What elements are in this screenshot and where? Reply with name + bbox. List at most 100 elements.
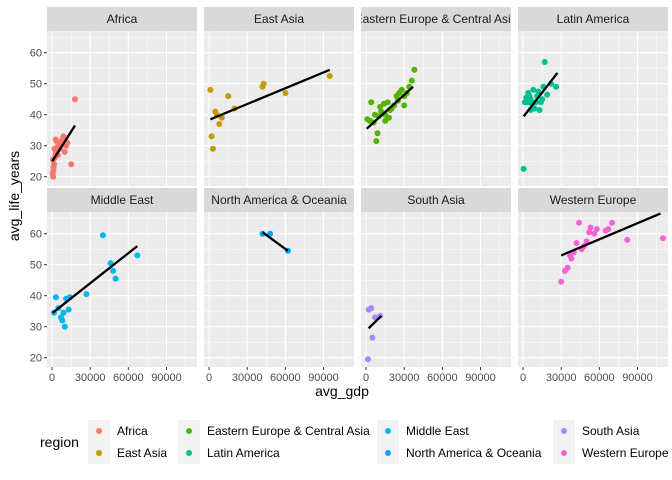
trend-line-western-europe — [560, 212, 661, 257]
panel-africa: Africa 20 30 40 50 60 — [30, 7, 197, 186]
point-south-asia — [368, 305, 375, 312]
panel-east-asia: East Asia — [204, 7, 354, 186]
point-south-asia — [365, 356, 371, 363]
legend-label: South Asia — [582, 424, 640, 438]
x-tick-label: 30000 — [232, 372, 263, 384]
trend-line-latin-america — [522, 72, 559, 118]
point-eastern-europe-and-central-asia — [373, 138, 380, 145]
strip-south-asia — [361, 188, 511, 212]
strip-western-europe — [518, 188, 668, 212]
legend-marker — [385, 450, 391, 456]
x-tick-label: 30000 — [389, 372, 420, 384]
plot-area-middle-east — [47, 212, 197, 367]
plot-area-east-asia — [204, 31, 354, 186]
strip-east-asia — [204, 7, 354, 31]
legend-title: region — [40, 434, 79, 450]
trend-line-east-asia — [209, 68, 331, 121]
panel-latin-america: Latin America — [518, 7, 668, 186]
y-tick-label: 60 — [30, 48, 42, 60]
y-axis-title: avg_life_years — [6, 151, 22, 241]
y-tick-label: 20 — [30, 353, 42, 365]
legend: region Africa East Asia Eastern Europe & C… — [40, 420, 669, 464]
point-middle-east — [110, 267, 117, 274]
legend-marker — [561, 450, 567, 456]
x-axis-title: avg_gdp — [315, 383, 369, 399]
strip-label-africa: Africa — [107, 12, 138, 26]
legend-label: Latin America — [207, 446, 280, 460]
x-tick-label: 0 — [49, 372, 55, 384]
strip-label-middle-east: Middle East — [91, 193, 154, 207]
point-east-asia — [216, 121, 223, 127]
legend-label: Eastern Europe & Central Asia — [207, 424, 370, 438]
point-latin-america — [520, 165, 527, 172]
x-tick-label: 60000 — [584, 372, 615, 384]
trend-line-north-america-and-oceania — [261, 231, 289, 252]
legend-item-south-asia: South Asia — [553, 420, 640, 442]
point-middle-east — [52, 294, 59, 301]
legend-item-eastern-europe-and-central-asia: Eastern Europe & Central Asia — [178, 420, 370, 442]
x-tick-label: 60000 — [113, 372, 144, 384]
point-eastern-europe-and-central-asia — [368, 99, 375, 106]
legend-label: North America & Oceania — [406, 446, 542, 460]
plot-area-africa — [47, 31, 197, 186]
point-eastern-europe-and-central-asia — [382, 117, 389, 124]
point-latin-america — [544, 91, 551, 98]
point-latin-america — [536, 107, 543, 113]
point-east-asia — [207, 86, 214, 93]
x-tick-label: 0 — [206, 372, 212, 384]
point-africa — [72, 96, 78, 103]
point-eastern-europe-and-central-asia — [411, 66, 418, 73]
point-eastern-europe-and-central-asia — [384, 99, 391, 106]
facet-panels: Africa 20 30 40 50 60 East Asia Eastern Europe … — [30, 7, 668, 384]
strip-label-east-asia: East Asia — [254, 12, 304, 26]
x-tick-label: 60000 — [270, 372, 301, 384]
point-middle-east — [112, 275, 119, 282]
y-tick-label: 20 — [30, 172, 42, 184]
plot-area-north-america-and-oceania — [204, 212, 354, 367]
x-tick-label: 90000 — [465, 372, 496, 384]
legend-marker — [561, 428, 567, 434]
y-tick-label: 60 — [30, 229, 42, 241]
legend-item-africa: Africa — [88, 420, 148, 442]
point-western-europe — [591, 230, 598, 237]
point-south-asia — [372, 314, 378, 321]
y-tick-label: 50 — [30, 260, 42, 272]
point-latin-america — [553, 83, 560, 90]
point-western-europe — [586, 229, 593, 236]
y-tick-label: 40 — [30, 110, 42, 122]
legend-marker — [96, 450, 102, 456]
legend-label: Africa — [117, 424, 148, 438]
point-africa — [51, 161, 57, 168]
point-eastern-europe-and-central-asia — [374, 130, 381, 137]
trend-line-eastern-europe-and-central-asia — [365, 85, 414, 130]
strip-label-north-america-and-oceania: North America & Oceania — [211, 193, 347, 207]
point-middle-east — [59, 317, 66, 324]
point-north-america-and-oceania — [267, 230, 274, 237]
x-tick-label: 0 — [520, 372, 526, 384]
y-tick-label: 30 — [30, 141, 42, 153]
point-western-europe — [576, 219, 582, 226]
point-eastern-europe-and-central-asia — [408, 77, 415, 84]
point-latin-america — [527, 96, 534, 103]
panel-eastern-europe-and-central-asia: Eastern Europe & Central Asia — [361, 7, 511, 186]
point-western-europe — [593, 226, 600, 233]
point-western-europe — [605, 226, 612, 233]
point-africa — [52, 136, 59, 143]
point-western-europe — [659, 235, 666, 242]
legend-marker — [186, 428, 192, 434]
legend-label: East Asia — [117, 446, 167, 460]
point-middle-east — [83, 291, 90, 298]
x-tick-label: 0 — [363, 372, 369, 384]
point-africa — [68, 161, 75, 168]
strip-label-western-europe: Western Europe — [550, 193, 637, 207]
plot-area-latin-america — [518, 31, 668, 186]
point-latin-america — [535, 88, 542, 95]
point-latin-america — [530, 86, 537, 93]
point-western-europe — [573, 240, 580, 246]
strip-middle-east — [47, 188, 197, 212]
point-western-europe — [624, 236, 631, 243]
x-tick-label: 90000 — [151, 372, 182, 384]
x-tick-label: 60000 — [427, 372, 458, 384]
panel-middle-east: Middle East 20 30 40 50 60 0 30000 60000 90000 — [30, 188, 197, 384]
